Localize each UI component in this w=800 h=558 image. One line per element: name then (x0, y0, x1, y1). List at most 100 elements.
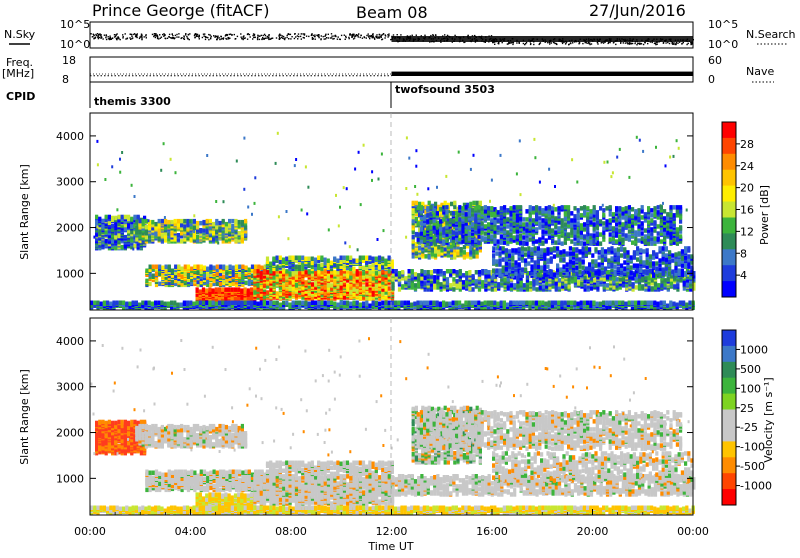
heatmap-cell (149, 282, 152, 287)
heatmap-cell (213, 266, 216, 271)
nsky-point (189, 33, 190, 34)
nsky-point (133, 34, 134, 35)
heatmap-cell (253, 301, 256, 306)
heatmap-cell (109, 302, 112, 307)
heatmap-cell (171, 269, 174, 274)
nsky-point (286, 37, 287, 38)
heatmap-cell (404, 276, 407, 281)
heatmap-cell (663, 301, 666, 306)
nsky-point (632, 43, 633, 44)
heatmap-cell (158, 265, 161, 270)
heatmap-cell (301, 256, 304, 261)
nsky-point (355, 36, 356, 37)
nsky-point (195, 33, 196, 34)
heatmap-cell (509, 301, 512, 306)
heatmap-cell (359, 303, 362, 308)
nsky-point (199, 36, 200, 37)
nsky-point (141, 35, 142, 36)
heatmap-cell (98, 231, 101, 236)
nsky-point (502, 42, 503, 43)
nsky-point (225, 35, 226, 36)
heatmap-cell (427, 270, 430, 275)
heatmap-cell (412, 219, 415, 224)
heatmap-cell (266, 270, 269, 275)
nave-tick-bottom: 0 (708, 73, 715, 86)
nsearch-band (392, 36, 694, 42)
heatmap-cell (479, 201, 482, 206)
heatmap-cell (408, 269, 411, 274)
nsky-point (217, 37, 218, 38)
heatmap-cell (311, 257, 314, 262)
heatmap-cell (234, 219, 237, 224)
nsky-point (141, 38, 142, 39)
heatmap-cell (415, 217, 418, 222)
heatmap-cell (404, 301, 407, 306)
nsky-point (125, 33, 126, 34)
heatmap-cell (359, 275, 362, 280)
heatmap-cell (231, 287, 234, 292)
heatmap-cell (471, 301, 474, 306)
nsky-point (259, 39, 260, 40)
nsky-point (109, 38, 110, 39)
heatmap-cell (456, 270, 459, 275)
nsky-point (591, 43, 592, 44)
heatmap-cell (439, 302, 442, 307)
nsky-point (686, 44, 687, 45)
heatmap-cell (368, 265, 371, 270)
heatmap-cell (234, 238, 237, 243)
nsky-point (331, 33, 332, 34)
nsky-point (381, 39, 382, 40)
heatmap-cell (456, 251, 459, 256)
nsky-point (261, 39, 262, 40)
nsky-point (345, 39, 346, 40)
nsky-point (572, 42, 573, 43)
heatmap-cell (199, 228, 202, 233)
heatmap-cell (308, 302, 311, 307)
heatmap-cell (206, 280, 209, 285)
heatmap-cell (276, 256, 279, 261)
heatmap-cell (305, 280, 308, 285)
nsky-point (262, 37, 263, 38)
power-heatmap (90, 132, 696, 310)
nsky-point (358, 33, 359, 34)
nsky-point (261, 35, 262, 36)
nsky-point (328, 34, 329, 35)
heatmap-cell (202, 220, 205, 225)
heatmap-cell (551, 301, 554, 306)
nsky-point (279, 35, 280, 36)
nsky-point (547, 42, 548, 43)
heatmap-cell (516, 301, 519, 306)
nsky-point (325, 35, 326, 36)
heatmap-cell (98, 217, 101, 222)
nsky-point (372, 36, 373, 37)
heatmap-cell (398, 271, 401, 276)
nsky-point (578, 43, 579, 44)
nsky-point (335, 35, 336, 36)
nsky-point (122, 37, 123, 38)
heatmap-cell (444, 247, 447, 252)
heatmap-cell (93, 301, 96, 306)
nsearch-label: N.Search (746, 28, 796, 41)
heatmap-cell (180, 223, 183, 228)
heatmap-cell (164, 219, 167, 224)
heatmap-cell (535, 301, 538, 306)
nsky-point (312, 38, 313, 39)
heatmap-cell (272, 257, 275, 262)
heatmap-cell (395, 269, 398, 274)
nsky-point (294, 33, 295, 34)
heatmap-cell (196, 287, 199, 292)
heatmap-cell (152, 274, 155, 279)
heatmap-cell (434, 202, 437, 207)
heatmap-cell (400, 301, 403, 306)
nsky-point (188, 34, 189, 35)
nsky-point (390, 39, 391, 40)
heatmap-cell (359, 256, 362, 261)
nsky-point (282, 38, 283, 39)
heatmap-cell (222, 265, 225, 270)
nsky-point (117, 38, 118, 39)
heatmap-cell (142, 219, 145, 224)
nsky-point (208, 34, 209, 35)
heatmap-cell (298, 256, 301, 261)
station-title: Prince George (fitACF) (92, 1, 270, 20)
heatmap-cell (125, 302, 128, 307)
